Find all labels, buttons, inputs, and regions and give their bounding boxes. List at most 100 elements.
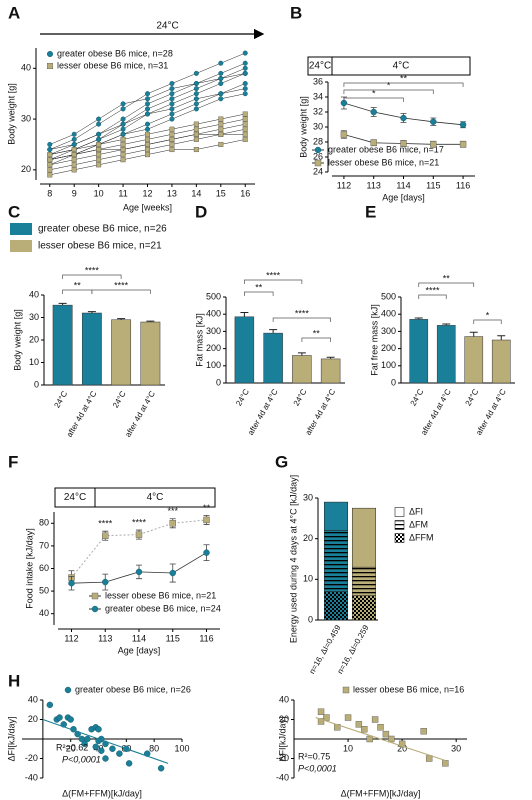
significance-label: **** (266, 270, 281, 280)
x-tick-label: after 4d at 4°C (123, 389, 157, 438)
marker (370, 139, 377, 146)
legend-marker (314, 159, 322, 167)
y-tick-label: 80 (39, 518, 49, 528)
legend-marker (47, 63, 54, 70)
significance-label: ** (443, 273, 451, 283)
error-bar (297, 352, 306, 356)
marker (120, 157, 126, 163)
marker (218, 91, 224, 97)
x-tick-label: 20 (397, 743, 407, 753)
x-axis-label: Δ(FM+FFM)[kJ/day] (341, 788, 421, 798)
marker (98, 747, 105, 754)
marker (340, 131, 348, 138)
temperature-box (94, 487, 216, 508)
x-tick-label: 20 (66, 743, 76, 753)
marker (47, 162, 53, 168)
y-tick-label: 26 (313, 151, 323, 161)
x-tick-label: 9 (72, 188, 77, 198)
y-tick-label: 40 (39, 608, 49, 618)
marker (459, 121, 467, 128)
significance-bracket (418, 282, 475, 287)
temperature-label: 4°C (393, 61, 410, 72)
y-tick-label: 32 (313, 106, 323, 116)
marker (71, 152, 77, 158)
x-tick-label: after 4d at 4°C (246, 387, 280, 436)
x-axis-label: Age [days] (382, 192, 425, 202)
marker (218, 60, 224, 66)
marker (242, 116, 248, 122)
marker (169, 141, 175, 147)
marker (193, 126, 199, 132)
bar (81, 312, 102, 386)
panel-label: C (8, 202, 20, 221)
x-tick-label: 24°C (234, 387, 251, 407)
legend-label: greater obese B6 mice, n=17 (328, 144, 444, 154)
marker (92, 743, 99, 750)
marker (323, 714, 330, 721)
marker (218, 141, 224, 147)
legend-marker (314, 146, 322, 154)
legend-label: lesser obese B6 mice, n=16 (353, 684, 464, 694)
bar-segment (323, 501, 349, 531)
y-axis-label: Body weight [g] (6, 83, 16, 145)
marker (120, 126, 126, 132)
y-tick-label: -40 (25, 772, 38, 782)
marker (144, 131, 150, 137)
panel-label: A (8, 3, 20, 22)
marker (317, 708, 325, 715)
y-tick-label: 300 (381, 326, 396, 336)
marker (96, 131, 102, 137)
r-squared: R²=0.75 (298, 751, 330, 761)
error-bar (58, 302, 67, 306)
legend-label: ΔFI (409, 506, 423, 516)
y-tick-label: 300 (206, 326, 221, 336)
temperature-box (331, 56, 471, 76)
marker (430, 118, 437, 125)
fit-line (315, 716, 446, 762)
y-tick-label: 20 (21, 164, 31, 174)
marker (169, 147, 175, 153)
marker (218, 116, 224, 122)
marker (242, 60, 248, 66)
marker (361, 726, 368, 733)
marker (120, 131, 126, 137)
x-tick-label: 112 (337, 180, 351, 190)
x-tick-label: 13 (167, 188, 177, 198)
marker (120, 141, 126, 147)
marker (193, 96, 199, 102)
marker (144, 106, 150, 112)
marker (144, 152, 150, 158)
fit-line (42, 718, 169, 764)
significance-label: ** (203, 503, 211, 513)
legend-label: ΔFFM (409, 532, 434, 542)
significance-bracket (272, 317, 331, 322)
marker (371, 716, 379, 723)
significance-bracket (62, 274, 122, 279)
x-tick-label: 30 (451, 743, 461, 753)
marker (144, 147, 150, 153)
bar (320, 358, 341, 384)
bar (140, 321, 161, 386)
marker (242, 65, 248, 71)
y-tick-label: 200 (206, 343, 221, 353)
marker (193, 101, 199, 107)
legend-swatch (10, 223, 32, 235)
x-tick-label: 116 (456, 180, 470, 190)
marker (400, 140, 407, 147)
bar-segment (323, 530, 349, 592)
bar (111, 319, 132, 386)
marker (193, 86, 199, 92)
significance-bracket (418, 294, 447, 299)
marker (96, 152, 102, 158)
marker (425, 755, 433, 762)
bar-segment (351, 507, 377, 568)
x-tick-label: after 4d at 4°C (304, 387, 338, 436)
y-tick-label: 0 (34, 379, 39, 389)
marker (47, 152, 53, 158)
y-tick-label: 500 (381, 291, 396, 301)
marker (193, 106, 199, 112)
marker (442, 760, 449, 767)
annotation: 24°C (156, 21, 178, 32)
significance-label: **** (114, 280, 129, 290)
x-tick-label: 114 (132, 633, 146, 643)
